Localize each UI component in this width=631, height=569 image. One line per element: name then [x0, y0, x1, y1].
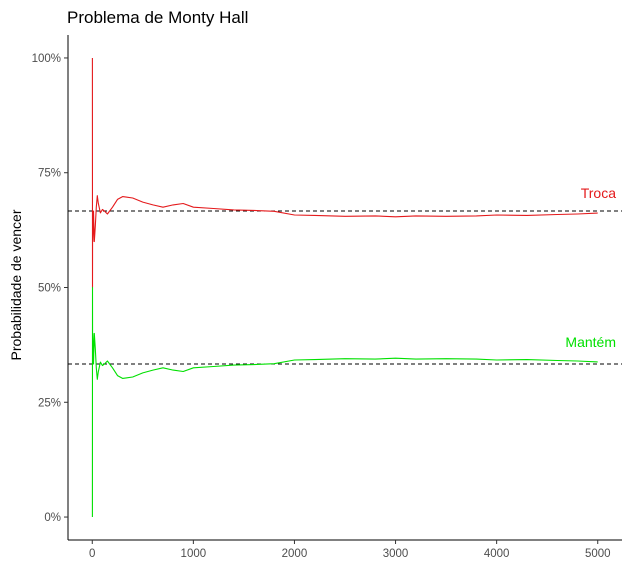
x-tick-label: 5000 — [585, 548, 611, 560]
y-tick-label: 25% — [38, 397, 61, 409]
x-tick-label: 2000 — [282, 548, 308, 560]
series-line — [91, 286, 598, 518]
plot-area: 0% 25% 50% 75% 100% 0 1000 2000 3000 4000 5000 Troc… — [32, 35, 622, 560]
series-label: Mantém — [565, 334, 616, 350]
y-tick-label: 100% — [32, 53, 61, 65]
y-tick-label: 0% — [44, 512, 61, 524]
y-tick-label: 75% — [38, 168, 61, 180]
series-label: Troca — [581, 185, 616, 201]
x-tick-label: 4000 — [484, 548, 510, 560]
x-tick-label: 1000 — [181, 548, 207, 560]
x-tick-label: 3000 — [383, 548, 409, 560]
x-tick-label: 0 — [89, 548, 95, 560]
y-tick-label: 50% — [38, 283, 61, 295]
y-axis-label: Probabilidade de vencer — [8, 209, 24, 360]
chart-title: Problema de Monty Hall — [67, 8, 248, 27]
series-line — [91, 57, 598, 289]
